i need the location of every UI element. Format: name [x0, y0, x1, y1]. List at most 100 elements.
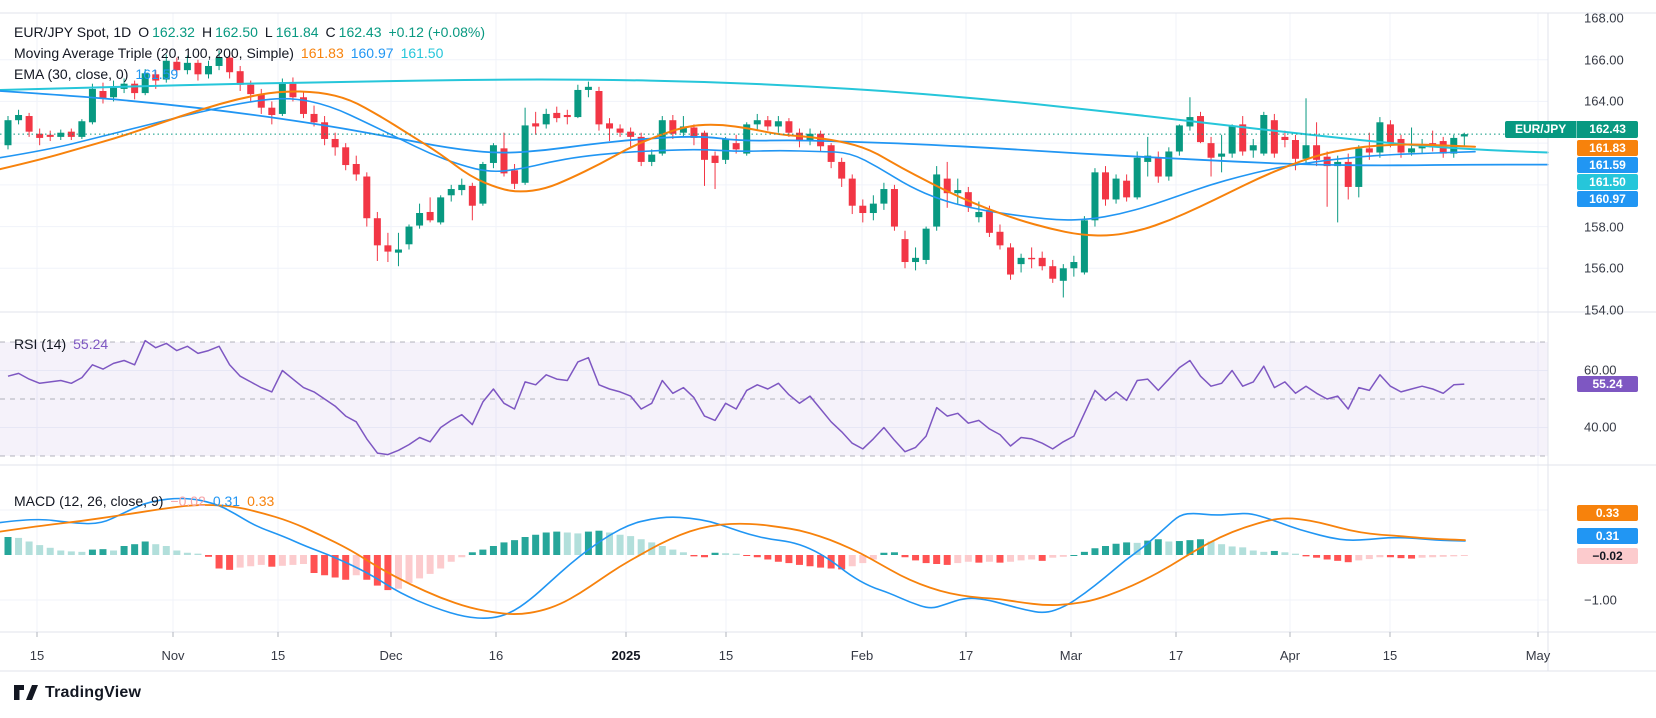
- macd-histogram-bar: [1323, 555, 1331, 560]
- candle-body: [859, 205, 867, 214]
- axis-time-label: Nov: [161, 648, 185, 663]
- macd-histogram-bar: [574, 533, 582, 555]
- macd-histogram-bar: [901, 555, 909, 558]
- candle-body: [1408, 148, 1416, 153]
- macd-histogram-bar: [922, 555, 930, 564]
- symbol-legend-row[interactable]: EUR/JPY Spot, 1D O 162.32 H 162.50 L 161…: [14, 24, 485, 40]
- rsi-legend-row[interactable]: RSI (14) 55.24: [14, 336, 108, 352]
- macd-histogram-bar: [278, 555, 286, 566]
- candle-body: [521, 125, 529, 183]
- candle-body: [1028, 257, 1036, 260]
- macd-histogram-bar: [268, 555, 276, 567]
- candle-body: [384, 245, 392, 252]
- macd-histogram-bar: [437, 555, 445, 569]
- tradingview-logo-text: TradingView: [45, 684, 142, 701]
- macd-histogram-bar: [1344, 555, 1352, 563]
- high-label: H: [201, 24, 213, 40]
- macd-histogram-bar: [1154, 539, 1162, 555]
- macd-histogram-bar: [1291, 553, 1299, 555]
- macd-histogram-bar: [1070, 555, 1078, 556]
- axis-time-label: Feb: [850, 648, 874, 663]
- macd-histogram-bar: [1260, 551, 1268, 555]
- candle-body: [679, 126, 687, 133]
- ma-triple-legend-row[interactable]: Moving Average Triple (20, 100, 200, Sim…: [14, 45, 443, 61]
- macd-histogram-bar: [627, 536, 635, 555]
- candle-body: [637, 136, 645, 162]
- macd-histogram-bar: [711, 552, 719, 555]
- rsi-line: [7, 339, 1465, 456]
- macd-histogram-bar: [553, 531, 561, 555]
- macd-histogram-bar: [679, 552, 687, 555]
- candle-body: [215, 57, 223, 66]
- ma100-line: [0, 90, 1549, 167]
- macd-histogram-bar: [584, 531, 592, 555]
- rsi-badge: 55.24: [1577, 376, 1638, 392]
- candle-body: [1175, 125, 1183, 152]
- candle-body: [711, 155, 719, 163]
- macd-title: MACD (12, 26, close, 9): [14, 493, 164, 509]
- macd-histogram-bar: [616, 534, 624, 555]
- candle-body: [1323, 156, 1331, 167]
- macd-histogram-bar: [764, 555, 772, 560]
- ma20-line: [0, 90, 1476, 237]
- macd-histogram-bar: [458, 555, 466, 558]
- macd-histogram-bar: [46, 547, 54, 555]
- candle-body: [1334, 161, 1342, 167]
- macd-histogram-bar: [785, 555, 793, 564]
- macd-legend-row[interactable]: MACD (12, 26, close, 9) −0.02 0.31 0.33: [14, 493, 274, 509]
- macd-histogram-bar: [838, 555, 846, 570]
- macd-histogram-bar: [869, 555, 877, 560]
- candle-body: [1260, 114, 1268, 154]
- macd-histogram-bar: [4, 537, 12, 555]
- tradingview-logo[interactable]: TradingView: [14, 684, 141, 702]
- candle-body: [1365, 148, 1373, 153]
- candle-body: [658, 120, 666, 154]
- candle-body: [648, 154, 656, 162]
- candle-body: [205, 65, 213, 75]
- candle-body: [1344, 161, 1352, 187]
- candle-body: [394, 249, 402, 253]
- macd-histogram-bar: [954, 555, 962, 564]
- macd-histogram-bar: [690, 555, 698, 557]
- candle-body: [1049, 266, 1057, 279]
- macd-histogram-bar: [500, 542, 508, 555]
- macd-histogram-bar: [289, 555, 297, 565]
- axis-time-label: Mar: [1059, 648, 1083, 663]
- macd-histogram-bar: [1186, 540, 1194, 555]
- macd-histogram-bar: [1059, 555, 1067, 557]
- macd-histogram-bar: [743, 555, 751, 556]
- candle-body: [563, 114, 571, 118]
- candle-body: [447, 189, 455, 196]
- ma-triple-title: Moving Average Triple (20, 100, 200, Sim…: [14, 45, 294, 61]
- macd-histogram-bar: [880, 552, 888, 555]
- candle-body: [321, 122, 329, 139]
- macd-line-value: 0.31: [212, 493, 241, 509]
- candle-body: [1059, 268, 1067, 281]
- low-label: L: [264, 24, 273, 40]
- macd-histogram-bar: [532, 534, 540, 555]
- macd-histogram-bar: [215, 555, 223, 569]
- candle-body: [553, 112, 561, 119]
- macd-histogram-bar: [1302, 555, 1310, 557]
- candle-body: [1102, 172, 1110, 200]
- candle-body: [1218, 153, 1226, 157]
- candle-body: [88, 88, 96, 123]
- ema-legend-row[interactable]: EMA (30, close, 0) 161.59: [14, 66, 178, 82]
- macd-histogram-bar: [99, 549, 107, 555]
- candle-body: [25, 116, 33, 132]
- candle-body: [880, 189, 888, 204]
- macd-histogram-bar: [700, 555, 708, 558]
- macd-histogram-bar: [1249, 550, 1257, 555]
- macd-histogram-bar: [1123, 542, 1131, 555]
- candle-body: [1355, 148, 1363, 187]
- candle-body: [78, 121, 86, 137]
- candle-body: [1038, 257, 1046, 267]
- rsi-title: RSI (14): [14, 336, 67, 352]
- macd-histogram-bar: [1038, 555, 1046, 561]
- candle-body: [700, 132, 708, 160]
- candle-body: [985, 209, 993, 233]
- candle-body: [616, 128, 624, 133]
- candle-body: [1386, 124, 1394, 144]
